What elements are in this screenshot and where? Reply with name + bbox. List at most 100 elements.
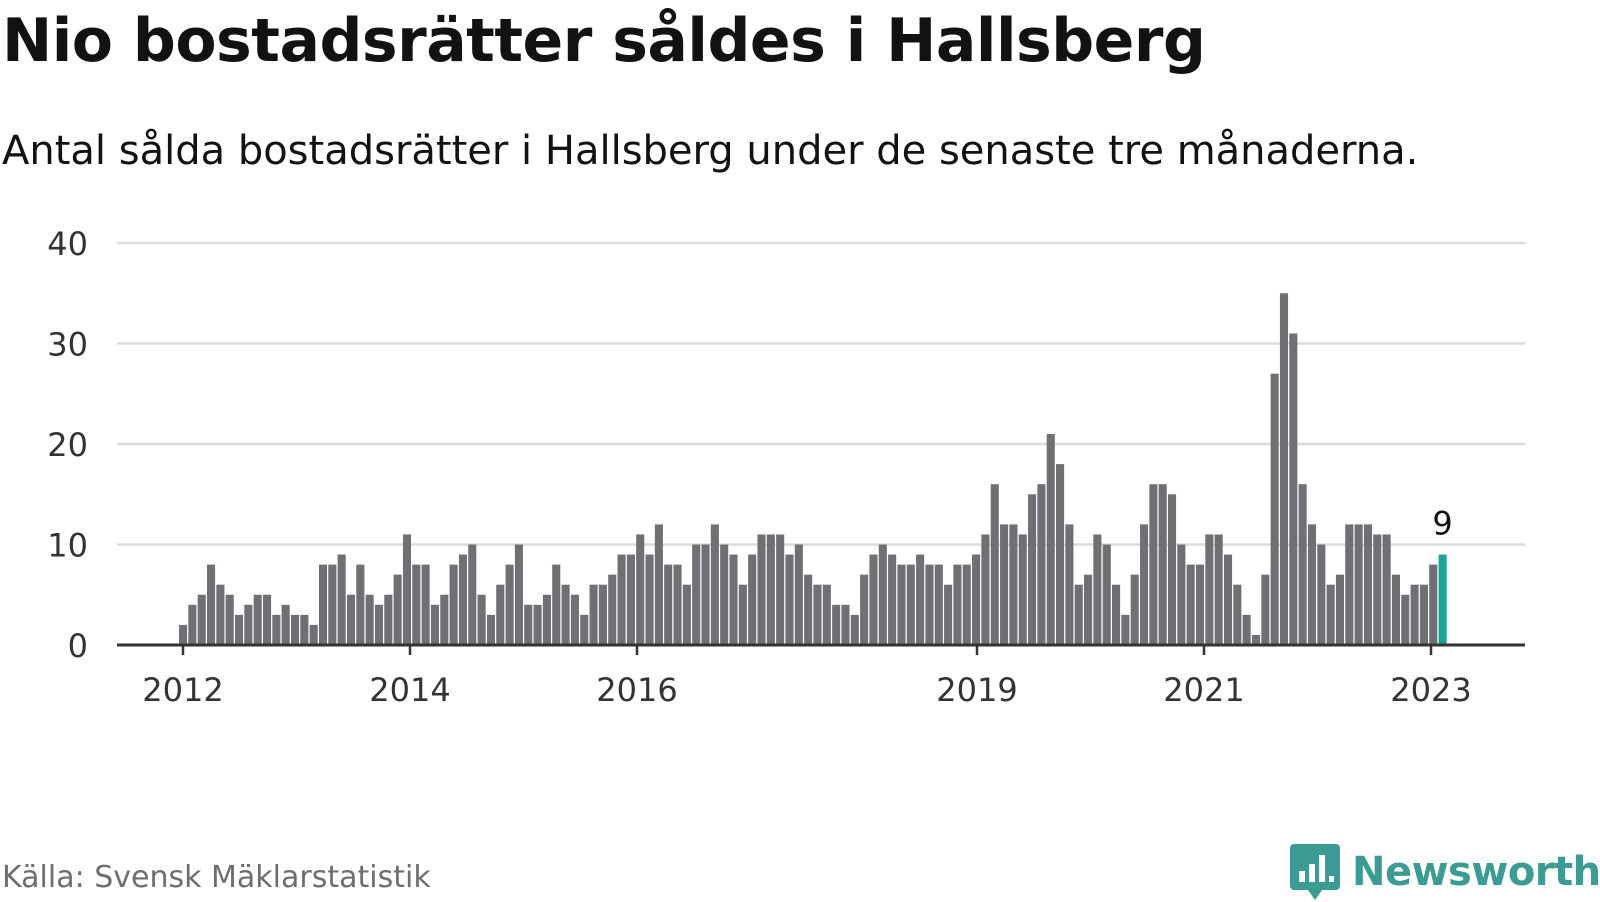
- x-tick-label: 2016: [596, 671, 677, 709]
- bar: [402, 534, 412, 645]
- bar: [869, 554, 878, 645]
- brand-name: Newsworthy: [1352, 849, 1600, 895]
- bar: [934, 564, 943, 645]
- bar: [1335, 574, 1345, 645]
- bar: [290, 614, 300, 645]
- bar: [962, 564, 971, 645]
- bar: [1130, 574, 1139, 645]
- bar: [729, 554, 738, 645]
- bar: [944, 584, 953, 645]
- bar: [1223, 554, 1233, 645]
- bar: [897, 564, 906, 645]
- bar: [1251, 634, 1261, 645]
- bar: [570, 594, 579, 645]
- y-tick-label: 10: [47, 527, 88, 565]
- bar: [757, 534, 766, 645]
- chart-subtitle: Antal sålda bostadsrätter i Hallsberg un…: [2, 128, 1419, 174]
- bar: [486, 614, 495, 645]
- bar: [318, 564, 328, 645]
- bar: [1354, 524, 1363, 645]
- bar: [710, 524, 719, 645]
- bar: [916, 554, 925, 645]
- bar: [1121, 614, 1130, 645]
- bar: [1149, 484, 1158, 645]
- bar: [514, 544, 523, 645]
- bar: [701, 544, 710, 645]
- bar: [1074, 584, 1083, 645]
- newsworthy-logo[interactable]: Newsworthy: [1290, 842, 1600, 902]
- chart-title: Nio bostadsrätter såldes i Hallsberg: [2, 6, 1206, 76]
- bar: [206, 564, 216, 645]
- bar: [188, 604, 197, 645]
- bar: [1279, 293, 1289, 645]
- bar-highlight: [1438, 554, 1447, 645]
- bar: [281, 604, 290, 645]
- bar: [1373, 534, 1382, 645]
- bar: [1084, 574, 1093, 645]
- annotations: 9: [1432, 505, 1452, 543]
- bar: [225, 594, 234, 645]
- source-note: Källa: Svensk Mäklarstatistik: [2, 860, 431, 895]
- bar: [1242, 614, 1251, 645]
- bar: [860, 574, 869, 645]
- x-axis: 2012 2014 2016 2019 2021 2023: [117, 643, 1525, 709]
- bar: [626, 554, 635, 645]
- bar: [1270, 373, 1279, 645]
- bar: [1167, 494, 1177, 645]
- bar: [972, 554, 981, 645]
- bar: [1214, 534, 1223, 645]
- bar: [878, 544, 887, 645]
- bar: [654, 524, 663, 645]
- bar: [1289, 333, 1298, 645]
- bar: [384, 594, 393, 645]
- bar: [421, 564, 430, 645]
- bar: [374, 604, 384, 645]
- bars: [179, 293, 1447, 645]
- bar: [1065, 524, 1074, 645]
- bar: [720, 544, 729, 645]
- bar: [430, 604, 440, 645]
- bar: [1410, 584, 1419, 645]
- bar: [813, 584, 822, 645]
- y-tick-label: 40: [47, 225, 88, 263]
- bar: [888, 554, 897, 645]
- bar: [1018, 534, 1027, 645]
- bar: [561, 584, 570, 645]
- bar: [953, 564, 962, 645]
- bar: [1233, 584, 1242, 645]
- y-tick-label: 20: [47, 426, 88, 464]
- bar: [1112, 584, 1121, 645]
- bar: [1419, 584, 1428, 645]
- bar: [440, 594, 449, 645]
- bar: [1261, 574, 1270, 645]
- bar: [785, 554, 794, 645]
- bar: [533, 604, 542, 645]
- x-tick-label: 2021: [1163, 671, 1244, 709]
- bar: [645, 554, 654, 645]
- bar: [608, 574, 617, 645]
- bar: [300, 614, 309, 645]
- bar: [1158, 484, 1167, 645]
- x-tick-label: 2023: [1390, 671, 1471, 709]
- bar: [1195, 564, 1205, 645]
- y-axis-labels: 0 10 20 30 40: [47, 225, 88, 665]
- bar: [841, 604, 850, 645]
- bar: [1298, 484, 1307, 645]
- grid-lines: [117, 241, 1525, 546]
- bar: [505, 564, 514, 645]
- bar: [262, 594, 272, 645]
- bar: [1429, 564, 1438, 645]
- bar: [337, 554, 346, 645]
- bar: [850, 614, 859, 645]
- bar: [179, 624, 188, 645]
- bar: [598, 584, 607, 645]
- bar: [1056, 464, 1065, 645]
- bar: [692, 544, 701, 645]
- bar: [832, 604, 841, 645]
- bar: [197, 594, 206, 645]
- bar: [990, 484, 999, 645]
- bar: [216, 584, 225, 645]
- bar: [776, 534, 785, 645]
- bar: [580, 614, 589, 645]
